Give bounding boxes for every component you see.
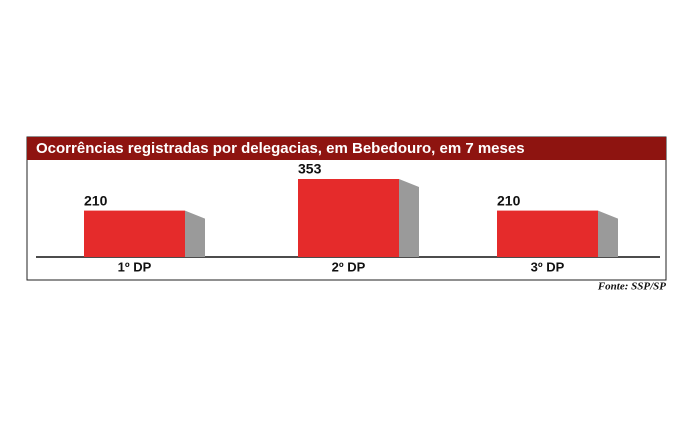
bar	[84, 210, 185, 257]
title-bar	[27, 137, 666, 160]
chart-title: Ocorrências registradas por delegacias, …	[36, 140, 525, 157]
x-tick-label: 2º DP	[332, 259, 366, 274]
source: Fonte: SSP/SP	[597, 281, 666, 293]
bar-side	[185, 210, 205, 257]
value-label: 210	[497, 192, 521, 208]
bar	[298, 179, 399, 257]
bar-side	[598, 210, 618, 257]
x-tick-label: 1º DP	[118, 259, 152, 274]
value-label: 353	[298, 161, 322, 177]
bar	[497, 210, 598, 257]
x-tick-label: 3º DP	[531, 259, 565, 274]
value-label: 210	[84, 192, 108, 208]
bar-side	[399, 179, 419, 257]
